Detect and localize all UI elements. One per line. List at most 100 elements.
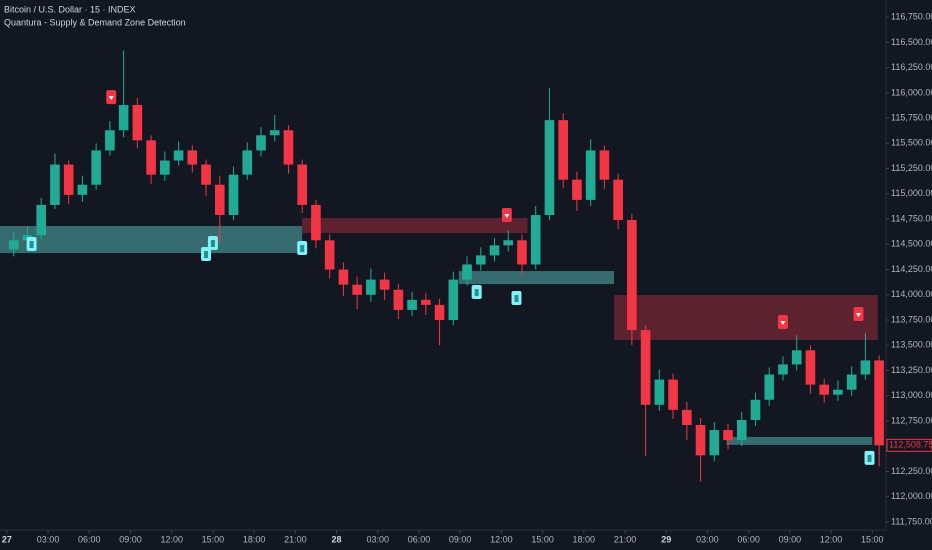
y-tick-label: 114,250.00 xyxy=(891,264,932,274)
x-tick-label: 09:00 xyxy=(449,534,472,544)
x-tick-label: 18:00 xyxy=(573,534,596,544)
buy-icon xyxy=(204,250,209,258)
candle-body xyxy=(723,430,733,441)
candle-body xyxy=(91,150,101,185)
x-tick-label: 06:00 xyxy=(408,534,431,544)
sell-signal xyxy=(106,90,117,105)
candle-body xyxy=(324,240,335,270)
sell-arrow xyxy=(780,321,786,326)
y-tick-label: 116,750.00 xyxy=(891,12,932,22)
candle-body xyxy=(819,384,829,395)
sell-arrow xyxy=(504,214,510,219)
supply-zone xyxy=(614,294,878,341)
candle-body xyxy=(585,150,596,200)
x-tick-label: 12:00 xyxy=(490,534,513,544)
candle-body xyxy=(750,399,761,420)
x-tick-label: 15:00 xyxy=(202,534,225,544)
buy-signal xyxy=(511,291,522,306)
candle-body xyxy=(695,425,706,456)
buy-signal xyxy=(26,237,37,252)
candle-body xyxy=(846,374,857,390)
supply-zone xyxy=(302,218,528,234)
candle-body xyxy=(269,130,280,136)
candle-body xyxy=(709,430,720,456)
x-tick-label: 03:00 xyxy=(696,534,719,544)
candle-body xyxy=(421,299,431,305)
candle-body xyxy=(201,164,211,185)
candle-body xyxy=(242,150,253,175)
candle-body xyxy=(462,264,472,280)
candle-body xyxy=(682,409,692,426)
last-price-label: 112,508.75 xyxy=(889,440,932,450)
candle-body xyxy=(160,160,170,175)
buy-signal xyxy=(864,450,875,465)
candle-body xyxy=(558,120,569,180)
y-tick-label: 112,750.00 xyxy=(891,415,932,425)
chart-title: Bitcoin / U.S. Dollar · 15 · INDEX xyxy=(4,4,136,14)
candle-body xyxy=(132,104,143,141)
candle-body xyxy=(434,304,445,321)
last-price-box xyxy=(886,438,932,452)
buy-icon xyxy=(474,289,479,297)
candle-body xyxy=(118,104,129,131)
candle-body xyxy=(503,240,514,246)
candle-body xyxy=(530,215,541,265)
candle-body xyxy=(407,299,417,310)
candle-body xyxy=(297,164,308,205)
candle-body xyxy=(572,179,582,200)
buy-signal xyxy=(471,285,482,300)
demand-zone xyxy=(726,436,873,445)
candle-body xyxy=(352,284,362,295)
x-tick-label: 06:00 xyxy=(737,534,760,544)
sell-signal xyxy=(853,306,864,321)
y-tick-label: 114,000.00 xyxy=(891,289,932,299)
x-tick-label: 29 xyxy=(661,534,671,544)
candle-body xyxy=(805,350,816,385)
candle-body xyxy=(228,174,239,216)
y-tick-label: 115,750.00 xyxy=(891,112,932,122)
candle-body xyxy=(256,135,266,151)
y-tick-label: 112,250.00 xyxy=(891,466,932,476)
candle-body xyxy=(489,245,500,256)
buy-signal xyxy=(207,235,218,250)
candle-body xyxy=(448,279,459,321)
y-tick-label: 113,500.00 xyxy=(891,340,932,350)
y-tick-label: 115,500.00 xyxy=(891,138,932,148)
candle-body xyxy=(63,164,74,195)
chart-subtitle: Quantura - Supply & Demand Zone Detectio… xyxy=(4,17,186,27)
candle-body xyxy=(544,120,555,216)
candle-body xyxy=(283,130,294,165)
candle-body xyxy=(105,130,115,151)
candle-body xyxy=(791,350,802,365)
buy-icon xyxy=(867,454,872,462)
sell-arrow xyxy=(856,312,862,317)
candle-body xyxy=(146,140,156,175)
x-tick-label: 03:00 xyxy=(366,534,389,544)
x-tick-label: 12:00 xyxy=(820,534,843,544)
candle-body xyxy=(654,379,665,405)
candle-body xyxy=(77,184,88,195)
candle-body xyxy=(475,255,486,265)
sell-arrow xyxy=(108,96,114,101)
candle-body xyxy=(833,389,843,395)
x-tick-label: 09:00 xyxy=(779,534,802,544)
x-tick-label: 03:00 xyxy=(37,534,60,544)
sell-signal xyxy=(777,315,788,330)
candle-body xyxy=(640,330,651,405)
x-tick-label: 28 xyxy=(332,534,342,544)
y-tick-label: 116,000.00 xyxy=(891,87,932,97)
candle-body xyxy=(50,164,60,205)
x-tick-label: 12:00 xyxy=(160,534,183,544)
buy-signal xyxy=(297,241,308,256)
candle-body xyxy=(214,184,225,216)
candle-body xyxy=(874,360,884,446)
candle-body xyxy=(338,269,349,285)
candle-body xyxy=(36,204,47,236)
candle-body xyxy=(668,379,678,410)
candle-body xyxy=(778,364,788,375)
demand-zone xyxy=(458,271,615,285)
y-tick-label: 112,000.00 xyxy=(891,491,932,501)
sell-signal xyxy=(501,208,512,223)
candle-body xyxy=(517,240,527,265)
